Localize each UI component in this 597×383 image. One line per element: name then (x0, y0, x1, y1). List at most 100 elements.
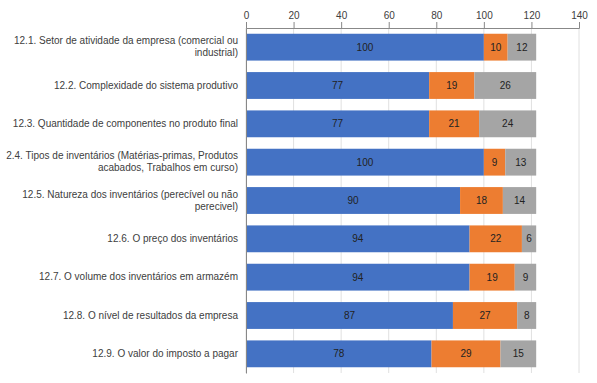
x-tick: 20 (289, 10, 301, 28)
tick-label: 60 (384, 10, 396, 21)
label-line: 12.7. O volume dos inventários em armazé… (39, 271, 238, 282)
category-label: 12.3. Quantidade de componentes no produ… (13, 118, 238, 129)
tick-mark (341, 22, 342, 28)
data-label: 13 (515, 157, 527, 168)
bar-segment (474, 72, 536, 99)
grid-line (579, 28, 580, 373)
tick-mark (436, 22, 437, 28)
category-label: 12.6. O preço dos inventários (107, 233, 238, 244)
bar-segment (429, 110, 479, 137)
data-label: 14 (514, 195, 526, 206)
category-label: 12.2. Complexidade do sistema produtivo (54, 80, 238, 91)
data-label: 100 (357, 157, 374, 168)
grid (246, 28, 579, 373)
data-label: 12 (516, 42, 528, 53)
series (474, 34, 536, 368)
tick-label: 20 (289, 10, 301, 21)
bar-segment (246, 110, 429, 137)
data-label: 8 (524, 310, 530, 321)
tick-mark (484, 22, 485, 28)
label-line: 12.3. Quantidade de componentes no produ… (13, 118, 238, 129)
bar-segment (515, 264, 536, 291)
axis-domain (246, 29, 247, 374)
data-label: 19 (446, 80, 458, 91)
bar-segment (429, 72, 474, 99)
bar-segment (453, 302, 517, 329)
tick-mark (246, 22, 247, 28)
tick-label: 100 (476, 10, 493, 21)
category-label: 12.9. O valor do imposto a pagar (92, 348, 238, 359)
x-axis: 0 20 40 60 80 100 120 140 (244, 10, 589, 29)
data-label: 29 (460, 348, 472, 359)
category-label: 12.8. O nível de resultados da empresa (63, 310, 239, 321)
tick-mark (389, 22, 390, 28)
bar-segment (246, 225, 470, 252)
label-line: 12.9. O valor do imposto a pagar (92, 348, 238, 359)
category-label: 12.1. Setor de atividade da empresa (com… (14, 35, 238, 58)
data-label: 100 (357, 42, 374, 53)
data-label: 10 (490, 42, 502, 53)
bar-segment (479, 110, 536, 137)
category-label: 12.7. O volume dos inventários em armazé… (39, 271, 238, 282)
label-line: perecivel) (192, 201, 238, 212)
bar-segment (522, 225, 536, 252)
bar-segment (246, 72, 429, 99)
y-axis: 12.1. Setor de atividade da empresa (com… (6, 29, 246, 374)
label-line: 12.6. O preço dos inventários (107, 233, 238, 244)
bar-segment (246, 34, 484, 61)
tick-label: 120 (524, 10, 541, 21)
category-label: 2.4. Tipos de inventários (Matérias-prim… (6, 150, 238, 173)
data-label: 26 (500, 80, 512, 91)
data-label: 90 (347, 195, 359, 206)
data-label: 77 (332, 118, 344, 129)
x-tick: 60 (384, 10, 396, 28)
x-tick: 140 (571, 10, 588, 28)
plot: 0 20 40 60 80 100 120 140 12.1. Setor de ativida… (6, 10, 588, 374)
label-line: 12.2. Complexidade do sistema produtivo (54, 80, 238, 91)
tick-mark (294, 22, 295, 28)
data-label: 6 (526, 233, 532, 244)
label-line: 12.5. Natureza dos inventários (perecíve… (22, 189, 238, 200)
x-tick: 120 (524, 10, 541, 28)
bar-segment (505, 149, 536, 176)
bar-segment (246, 264, 470, 291)
data-label: 21 (449, 118, 461, 129)
axis-domain (247, 22, 580, 29)
data-label: 24 (502, 118, 514, 129)
label-line: 2.4. Tipos de inventários (Matérias-prim… (6, 150, 238, 161)
bar-segment (508, 34, 537, 61)
data-label: 18 (476, 195, 488, 206)
data-label: 87 (344, 310, 356, 321)
x-tick: 80 (431, 10, 443, 28)
label-line: 12.1. Setor de atividade da empresa (com… (14, 35, 238, 46)
x-tick: 40 (336, 10, 348, 28)
data-label: 15 (513, 348, 525, 359)
bar-segment (484, 34, 508, 61)
tick-label: 40 (336, 10, 348, 21)
label-line: 12.8. O nível de resultados da empresa (63, 310, 239, 321)
bar-segment (246, 187, 460, 214)
tick-label: 0 (244, 10, 250, 21)
y-tick: 12.2. Complexidade do sistema produtivo (54, 80, 246, 91)
data-label: 9 (523, 272, 529, 283)
data-label: 94 (352, 233, 364, 244)
y-tick: 12.9. O valor do imposto a pagar (92, 348, 246, 359)
x-tick: 100 (476, 10, 493, 28)
bar-segment (517, 302, 536, 329)
bars (246, 34, 536, 368)
bar-segment (246, 340, 432, 367)
tick-mark (579, 22, 580, 28)
tick-mark (531, 22, 532, 28)
data-label: 19 (487, 272, 499, 283)
category-label: 12.5. Natureza dos inventários (perecíve… (22, 189, 238, 212)
bar-segment (470, 225, 522, 252)
data-label: 9 (492, 157, 498, 168)
data-labels: 1007777100909494877810192191822192729122… (332, 42, 532, 360)
y-tick: 12.5. Natureza dos inventários (perecíve… (22, 189, 246, 212)
bar-segment (484, 149, 505, 176)
label-line: acabados, Trabalhos em curso) (95, 162, 238, 173)
y-tick: 12.8. O nível de resultados da empresa (63, 310, 246, 321)
series (246, 34, 484, 368)
bar-segment (432, 340, 501, 367)
chart-svg: 0 20 40 60 80 100 120 140 12.1. Setor de ativida… (0, 0, 597, 383)
